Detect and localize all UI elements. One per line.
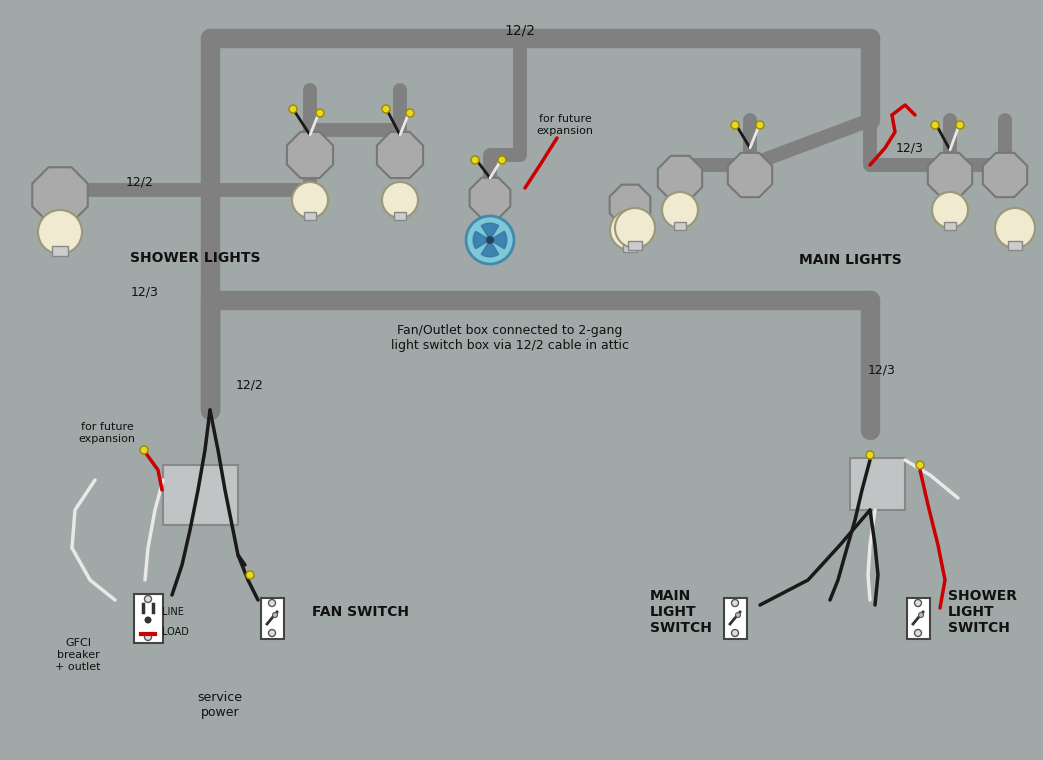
Circle shape bbox=[289, 105, 297, 113]
Circle shape bbox=[272, 613, 277, 617]
Circle shape bbox=[471, 156, 479, 164]
Circle shape bbox=[866, 451, 874, 459]
Polygon shape bbox=[983, 153, 1027, 197]
FancyBboxPatch shape bbox=[52, 246, 68, 256]
FancyBboxPatch shape bbox=[906, 597, 929, 638]
Circle shape bbox=[466, 216, 514, 264]
FancyBboxPatch shape bbox=[393, 212, 407, 220]
FancyBboxPatch shape bbox=[163, 465, 238, 525]
Polygon shape bbox=[469, 178, 510, 218]
Text: MAIN LIGHTS: MAIN LIGHTS bbox=[799, 253, 901, 267]
Text: 12/3: 12/3 bbox=[131, 286, 159, 299]
Circle shape bbox=[292, 182, 328, 218]
Circle shape bbox=[756, 121, 765, 129]
Polygon shape bbox=[658, 156, 702, 200]
Circle shape bbox=[615, 208, 655, 248]
Circle shape bbox=[731, 600, 738, 606]
Text: GFCI
breaker
+ outlet: GFCI breaker + outlet bbox=[55, 638, 101, 672]
Polygon shape bbox=[474, 231, 490, 249]
FancyBboxPatch shape bbox=[623, 243, 637, 252]
Circle shape bbox=[140, 446, 148, 454]
Text: 12/2: 12/2 bbox=[505, 23, 535, 37]
Polygon shape bbox=[377, 132, 423, 178]
Polygon shape bbox=[728, 153, 772, 197]
Text: 12/3: 12/3 bbox=[896, 141, 924, 154]
FancyBboxPatch shape bbox=[1008, 241, 1022, 250]
FancyBboxPatch shape bbox=[261, 597, 284, 638]
FancyBboxPatch shape bbox=[850, 458, 905, 510]
Circle shape bbox=[731, 121, 739, 129]
Polygon shape bbox=[481, 223, 499, 240]
Circle shape bbox=[931, 121, 939, 129]
Polygon shape bbox=[928, 153, 972, 197]
Circle shape bbox=[38, 210, 82, 254]
Polygon shape bbox=[287, 132, 333, 178]
Circle shape bbox=[919, 613, 923, 617]
Circle shape bbox=[731, 629, 738, 637]
FancyBboxPatch shape bbox=[674, 222, 686, 230]
Circle shape bbox=[916, 461, 924, 469]
Text: LOAD: LOAD bbox=[162, 627, 189, 637]
FancyBboxPatch shape bbox=[724, 597, 747, 638]
Circle shape bbox=[382, 182, 418, 218]
Text: 12/3: 12/3 bbox=[868, 363, 896, 376]
Circle shape bbox=[268, 629, 275, 637]
Circle shape bbox=[316, 109, 324, 117]
Text: MAIN
LIGHT
SWITCH: MAIN LIGHT SWITCH bbox=[650, 589, 712, 635]
Text: Fan/Outlet box connected to 2-gang
light switch box via 12/2 cable in attic: Fan/Outlet box connected to 2-gang light… bbox=[391, 324, 629, 352]
Circle shape bbox=[735, 613, 741, 617]
Circle shape bbox=[662, 192, 698, 228]
Polygon shape bbox=[481, 240, 499, 257]
Text: FAN SWITCH: FAN SWITCH bbox=[312, 605, 409, 619]
Text: SHOWER LIGHTS: SHOWER LIGHTS bbox=[129, 251, 261, 265]
Circle shape bbox=[268, 600, 275, 606]
Circle shape bbox=[995, 208, 1035, 248]
Circle shape bbox=[406, 109, 414, 117]
Text: LINE: LINE bbox=[162, 607, 184, 617]
Text: for future
expansion: for future expansion bbox=[536, 114, 593, 136]
Text: service
power: service power bbox=[197, 691, 243, 719]
Circle shape bbox=[145, 616, 151, 623]
Polygon shape bbox=[610, 185, 651, 225]
Polygon shape bbox=[32, 167, 88, 223]
FancyBboxPatch shape bbox=[944, 222, 956, 230]
Text: 12/2: 12/2 bbox=[126, 176, 154, 188]
Circle shape bbox=[382, 105, 390, 113]
FancyBboxPatch shape bbox=[628, 241, 642, 250]
Circle shape bbox=[498, 156, 506, 164]
FancyBboxPatch shape bbox=[134, 594, 163, 642]
Circle shape bbox=[610, 210, 650, 250]
Circle shape bbox=[956, 121, 964, 129]
Polygon shape bbox=[490, 231, 507, 249]
Circle shape bbox=[246, 571, 254, 579]
Circle shape bbox=[145, 596, 151, 603]
Circle shape bbox=[145, 634, 151, 641]
FancyBboxPatch shape bbox=[304, 212, 316, 220]
Circle shape bbox=[486, 236, 494, 244]
Text: SHOWER
LIGHT
SWITCH: SHOWER LIGHT SWITCH bbox=[948, 589, 1017, 635]
Circle shape bbox=[915, 600, 922, 606]
Text: for future
expansion: for future expansion bbox=[78, 423, 136, 444]
Circle shape bbox=[932, 192, 968, 228]
Text: 12/2: 12/2 bbox=[236, 378, 264, 391]
Circle shape bbox=[915, 629, 922, 637]
